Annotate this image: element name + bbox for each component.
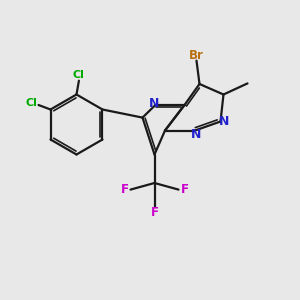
Text: Cl: Cl <box>73 70 85 80</box>
Text: F: F <box>151 206 158 220</box>
Text: N: N <box>191 128 202 141</box>
Text: Cl: Cl <box>26 98 38 109</box>
Text: F: F <box>181 183 188 196</box>
Text: N: N <box>219 115 229 128</box>
Text: F: F <box>121 183 128 196</box>
Text: Br: Br <box>189 49 204 62</box>
Text: N: N <box>149 97 159 110</box>
